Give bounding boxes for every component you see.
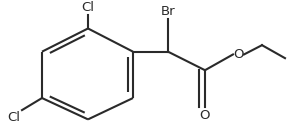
Text: Cl: Cl bbox=[81, 1, 94, 14]
Text: O: O bbox=[233, 48, 243, 61]
Text: Br: Br bbox=[161, 5, 175, 18]
Text: Cl: Cl bbox=[7, 111, 20, 124]
Text: O: O bbox=[200, 109, 210, 122]
